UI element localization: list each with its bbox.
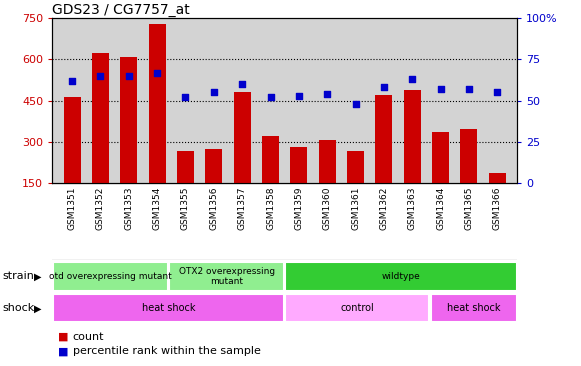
Text: GSM1356: GSM1356 [209, 187, 218, 230]
Text: shock: shock [3, 303, 35, 313]
Text: GSM1366: GSM1366 [493, 187, 502, 230]
Text: GSM1352: GSM1352 [96, 187, 105, 230]
Bar [460, 130, 478, 183]
Point [351, 101, 360, 107]
Bar [319, 140, 336, 183]
Text: ■: ■ [58, 332, 69, 342]
Bar [120, 57, 137, 183]
Text: count: count [73, 332, 104, 342]
Bar [53, 294, 284, 322]
Text: GSM1355: GSM1355 [181, 187, 190, 230]
Text: percentile rank within the sample: percentile rank within the sample [73, 346, 260, 356]
Text: GSM1353: GSM1353 [124, 187, 133, 230]
Bar [431, 294, 517, 322]
Text: GSM1359: GSM1359 [295, 187, 303, 230]
Point [152, 70, 162, 76]
Text: GDS23 / CG7757_at: GDS23 / CG7757_at [52, 3, 190, 17]
Text: heat shock: heat shock [447, 303, 500, 313]
Bar [432, 132, 449, 183]
Point [379, 85, 389, 90]
Bar [489, 173, 505, 183]
Point [124, 73, 134, 79]
Text: otd overexpressing mutant: otd overexpressing mutant [49, 272, 172, 281]
Bar [64, 97, 81, 183]
Bar [285, 261, 517, 291]
Text: ▶: ▶ [34, 271, 41, 281]
Bar [149, 24, 166, 183]
Point [322, 91, 332, 97]
Text: GSM1364: GSM1364 [436, 187, 445, 230]
Text: GSM1351: GSM1351 [67, 187, 77, 230]
Point [436, 86, 445, 92]
Text: control: control [340, 303, 374, 313]
Bar [375, 95, 392, 183]
Point [67, 78, 77, 84]
Text: ■: ■ [58, 346, 69, 356]
Text: GSM1360: GSM1360 [322, 187, 332, 230]
Bar [53, 261, 168, 291]
Point [408, 76, 417, 82]
Bar [262, 136, 279, 183]
Bar [92, 53, 109, 183]
Point [464, 86, 474, 92]
Text: heat shock: heat shock [142, 303, 195, 313]
Bar [177, 151, 194, 183]
Bar [169, 261, 284, 291]
Point [266, 94, 275, 100]
Point [238, 81, 247, 87]
Bar [404, 90, 421, 183]
Text: GSM1362: GSM1362 [379, 187, 388, 230]
Point [493, 89, 502, 95]
Text: OTX2 overexpressing
mutant: OTX2 overexpressing mutant [178, 266, 275, 286]
Point [209, 89, 218, 95]
Text: ▶: ▶ [34, 303, 41, 313]
Text: GSM1363: GSM1363 [408, 187, 417, 230]
Text: GSM1358: GSM1358 [266, 187, 275, 230]
Text: GSM1365: GSM1365 [464, 187, 474, 230]
Bar [234, 92, 250, 183]
Point [181, 94, 190, 100]
Text: GSM1361: GSM1361 [351, 187, 360, 230]
Text: wildtype: wildtype [382, 272, 420, 281]
Bar [205, 149, 223, 183]
Text: GSM1357: GSM1357 [238, 187, 247, 230]
Bar [347, 152, 364, 183]
Text: GSM1354: GSM1354 [153, 187, 162, 230]
Text: strain: strain [3, 271, 35, 281]
Point [294, 93, 303, 98]
Bar [285, 294, 429, 322]
Point [96, 73, 105, 79]
Bar [290, 147, 307, 183]
